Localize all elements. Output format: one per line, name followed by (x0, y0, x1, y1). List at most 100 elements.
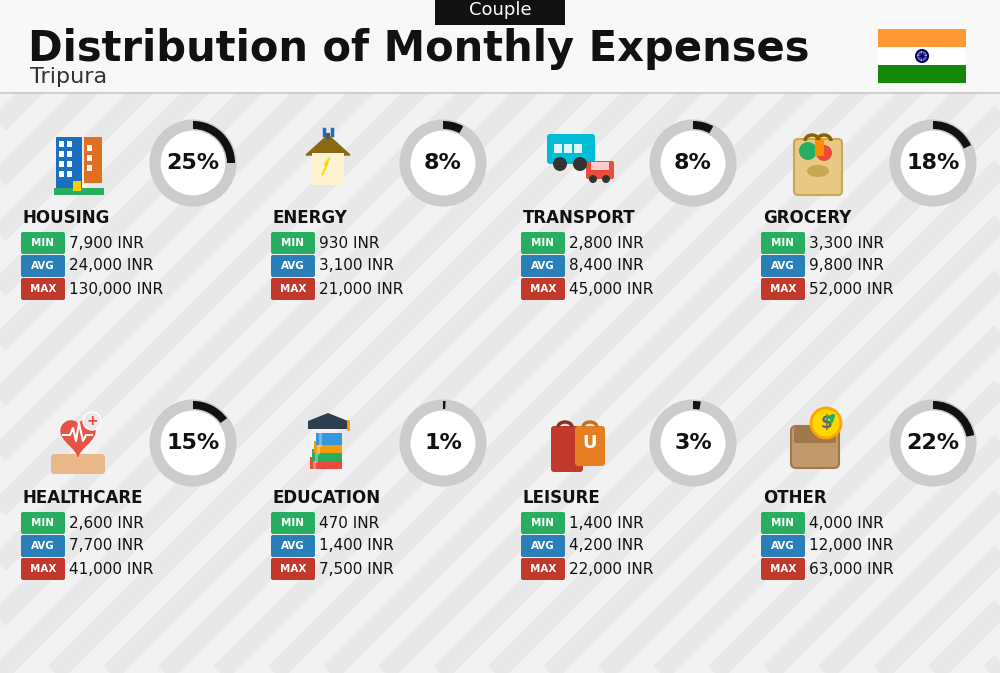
Text: MIN: MIN (282, 518, 304, 528)
Text: OTHER: OTHER (763, 489, 827, 507)
FancyBboxPatch shape (551, 426, 583, 472)
FancyBboxPatch shape (554, 144, 562, 153)
FancyBboxPatch shape (878, 65, 966, 83)
Text: TRANSPORT: TRANSPORT (523, 209, 636, 227)
Circle shape (83, 412, 101, 430)
Text: 8%: 8% (424, 153, 462, 173)
FancyBboxPatch shape (21, 558, 65, 580)
Ellipse shape (807, 165, 829, 177)
Text: 63,000 INR: 63,000 INR (809, 561, 894, 577)
Text: +: + (86, 414, 98, 428)
Text: AVG: AVG (771, 541, 795, 551)
FancyBboxPatch shape (761, 255, 805, 277)
FancyBboxPatch shape (310, 457, 342, 469)
Text: MIN: MIN (772, 238, 794, 248)
Text: AVG: AVG (281, 261, 305, 271)
FancyBboxPatch shape (761, 232, 805, 254)
Circle shape (816, 145, 832, 161)
Text: MIN: MIN (32, 518, 54, 528)
Circle shape (602, 175, 610, 183)
Text: MAX: MAX (30, 284, 56, 294)
FancyBboxPatch shape (21, 512, 65, 534)
Text: 1,400 INR: 1,400 INR (319, 538, 394, 553)
FancyBboxPatch shape (878, 47, 966, 65)
FancyBboxPatch shape (67, 161, 72, 167)
FancyBboxPatch shape (791, 426, 839, 468)
Wedge shape (693, 121, 713, 133)
Text: 8,400 INR: 8,400 INR (569, 258, 644, 273)
Wedge shape (443, 121, 463, 133)
Text: EDUCATION: EDUCATION (273, 489, 381, 507)
Circle shape (155, 405, 231, 481)
FancyBboxPatch shape (761, 278, 805, 300)
Circle shape (573, 157, 587, 171)
FancyBboxPatch shape (271, 255, 315, 277)
Text: 1,400 INR: 1,400 INR (569, 516, 644, 530)
Wedge shape (193, 121, 235, 163)
Circle shape (811, 408, 841, 438)
FancyBboxPatch shape (761, 512, 805, 534)
FancyBboxPatch shape (521, 278, 565, 300)
FancyBboxPatch shape (316, 433, 342, 445)
FancyBboxPatch shape (21, 535, 65, 557)
FancyBboxPatch shape (67, 171, 72, 177)
FancyBboxPatch shape (87, 165, 92, 171)
Text: 2,600 INR: 2,600 INR (69, 516, 144, 530)
FancyBboxPatch shape (271, 512, 315, 534)
Text: Couple: Couple (469, 1, 531, 19)
Text: LEISURE: LEISURE (523, 489, 601, 507)
FancyBboxPatch shape (586, 161, 614, 179)
Circle shape (589, 175, 597, 183)
FancyBboxPatch shape (21, 232, 65, 254)
Text: 22,000 INR: 22,000 INR (569, 561, 653, 577)
FancyBboxPatch shape (547, 134, 595, 164)
Text: MAX: MAX (30, 564, 56, 574)
Text: 25%: 25% (166, 153, 220, 173)
FancyBboxPatch shape (21, 278, 65, 300)
Text: MAX: MAX (280, 564, 306, 574)
FancyBboxPatch shape (271, 535, 315, 557)
Circle shape (799, 142, 817, 160)
FancyBboxPatch shape (54, 188, 104, 195)
Text: GROCERY: GROCERY (763, 209, 851, 227)
FancyBboxPatch shape (574, 144, 582, 153)
FancyBboxPatch shape (0, 0, 1000, 93)
Text: $: $ (820, 414, 832, 432)
FancyBboxPatch shape (84, 137, 102, 183)
Text: 24,000 INR: 24,000 INR (69, 258, 153, 273)
Text: 3%: 3% (674, 433, 712, 453)
Text: Tripura: Tripura (30, 67, 107, 87)
FancyBboxPatch shape (575, 426, 605, 466)
Text: 130,000 INR: 130,000 INR (69, 281, 163, 297)
Circle shape (655, 405, 731, 481)
FancyBboxPatch shape (59, 171, 64, 177)
FancyBboxPatch shape (271, 558, 315, 580)
FancyBboxPatch shape (435, 0, 565, 25)
Text: AVG: AVG (531, 261, 555, 271)
Wedge shape (933, 401, 974, 437)
Wedge shape (443, 401, 446, 409)
Text: MIN: MIN (282, 238, 304, 248)
Circle shape (155, 125, 231, 201)
Text: 930 INR: 930 INR (319, 236, 380, 250)
FancyBboxPatch shape (73, 181, 81, 191)
Wedge shape (193, 401, 227, 423)
FancyBboxPatch shape (87, 145, 92, 151)
Text: 3,100 INR: 3,100 INR (319, 258, 394, 273)
FancyBboxPatch shape (521, 232, 565, 254)
Text: HEALTHCARE: HEALTHCARE (23, 489, 144, 507)
Text: HOUSING: HOUSING (23, 209, 110, 227)
Polygon shape (322, 157, 330, 175)
Text: 9,800 INR: 9,800 INR (809, 258, 884, 273)
Text: MIN: MIN (532, 518, 554, 528)
Text: 8%: 8% (674, 153, 712, 173)
FancyBboxPatch shape (521, 535, 565, 557)
FancyBboxPatch shape (271, 278, 315, 300)
Text: 7,500 INR: 7,500 INR (319, 561, 394, 577)
FancyBboxPatch shape (271, 232, 315, 254)
Text: 4,000 INR: 4,000 INR (809, 516, 884, 530)
FancyBboxPatch shape (564, 144, 572, 153)
Text: Distribution of Monthly Expenses: Distribution of Monthly Expenses (28, 28, 810, 70)
Text: 41,000 INR: 41,000 INR (69, 561, 153, 577)
Text: 2,800 INR: 2,800 INR (569, 236, 644, 250)
